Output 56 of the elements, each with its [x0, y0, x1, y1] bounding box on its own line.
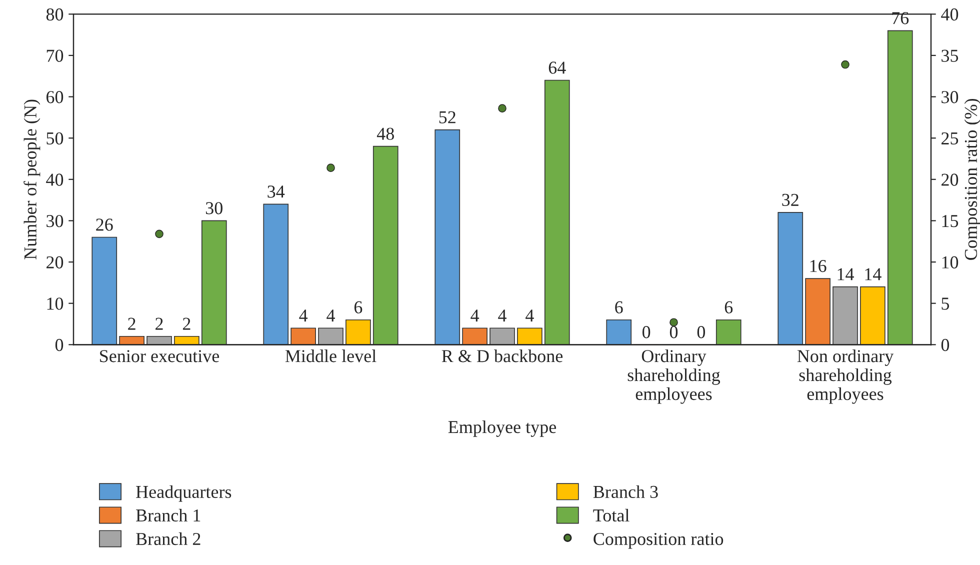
x-tick-label: Non ordinary shareholding employees	[797, 350, 894, 404]
data-label: 30	[206, 202, 222, 214]
data-label: 14	[838, 268, 854, 280]
data-label: 34	[268, 186, 285, 198]
x-tick-label: Senior executive	[100, 350, 220, 362]
y2-tick-label: 0	[941, 338, 950, 352]
data-label: 6	[354, 301, 362, 314]
x-tick-label: Middle level	[285, 350, 376, 362]
legend-label: Headquarters	[136, 485, 232, 502]
data-label: 4	[526, 310, 534, 322]
y-tick-label: 70	[46, 50, 64, 62]
data-label: 2	[156, 318, 163, 330]
data-label: 48	[376, 128, 394, 140]
data-label: 64	[548, 62, 566, 74]
legend-label: Branch 1	[136, 508, 200, 522]
y-tick-label: 50	[46, 132, 64, 145]
data-label: 26	[96, 218, 113, 231]
y-tick-label: 80	[46, 8, 64, 21]
y-tick-label: 60	[46, 91, 64, 104]
data-label: 6	[615, 301, 623, 314]
y-tick-label: 30	[46, 214, 64, 228]
data-label: 0	[670, 326, 678, 338]
data-label: 76	[892, 12, 909, 24]
legend-label: Branch 3	[593, 485, 658, 498]
data-label: 4	[299, 310, 308, 322]
data-label: 52	[439, 111, 456, 124]
legend-label: Branch 2	[136, 532, 200, 546]
y-axis-title: Number of people (N)	[24, 100, 40, 260]
y-tick-label: 40	[46, 174, 64, 186]
y2-tick-label: 20	[942, 174, 958, 186]
y2-tick-label: 15	[942, 215, 958, 228]
data-label: 4	[326, 310, 335, 322]
data-label: 0	[642, 326, 650, 338]
data-label: 4	[470, 310, 480, 322]
y2-tick-label: 35	[942, 50, 958, 62]
y-tick-label: 10	[47, 298, 64, 310]
data-label: 14	[865, 268, 882, 280]
data-label: 32	[782, 194, 798, 206]
y-tick-label: 20	[46, 256, 64, 268]
data-label: 16	[810, 260, 826, 272]
data-label: 2	[128, 318, 136, 330]
data-label: 0	[697, 326, 706, 338]
y2-tick-label: 25	[942, 132, 958, 145]
data-label: 4	[498, 310, 506, 322]
data-label: 6	[724, 301, 733, 314]
x-tick-label: Ordinary shareholding employees	[628, 350, 720, 404]
y2-tick-label: 30	[942, 91, 958, 104]
y-tick-label: 0	[55, 338, 64, 352]
x-tick-label: R & D backbone	[442, 350, 563, 362]
x-axis-title: Employee type	[448, 420, 556, 437]
legend-label: Composition ratio	[594, 532, 724, 549]
y2-tick-label: 5	[942, 298, 950, 310]
data-label: 2	[182, 318, 190, 330]
legend-label: Total	[593, 508, 630, 522]
y2-tick-label: 40	[941, 8, 958, 21]
y2-tick-label: 10	[942, 256, 958, 268]
